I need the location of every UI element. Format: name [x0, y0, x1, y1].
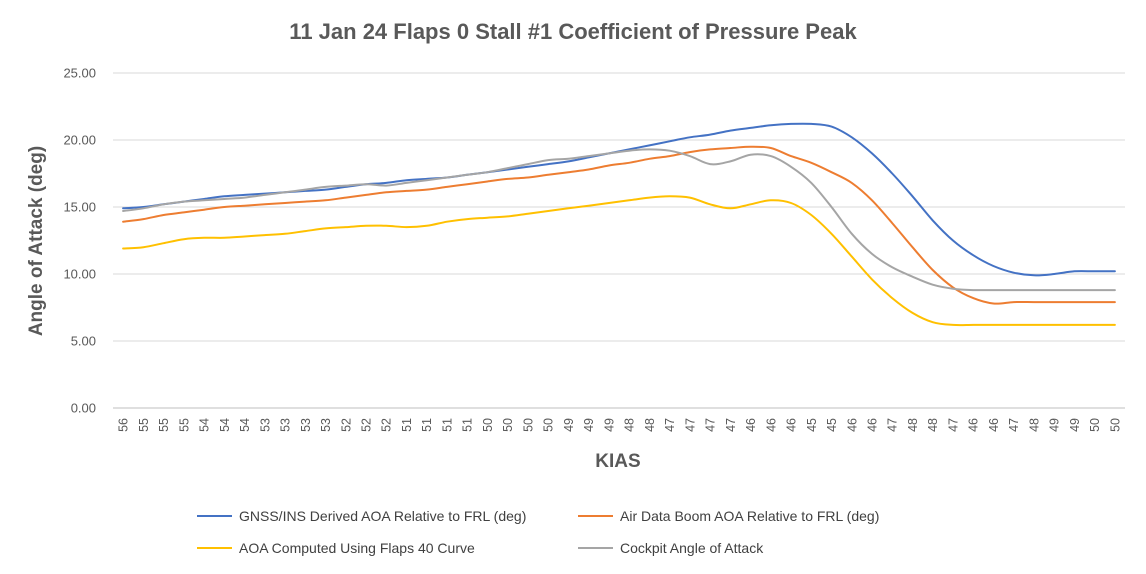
x-tick-label: 54 — [198, 418, 212, 432]
x-tick-label: 54 — [218, 418, 232, 432]
x-tick-label: 47 — [663, 418, 677, 432]
x-tick-label: 47 — [704, 418, 718, 432]
x-tick-label: 53 — [279, 418, 293, 432]
y-tick-label: 0.00 — [71, 401, 96, 416]
x-tick-label: 50 — [481, 418, 495, 432]
x-tick-label: 56 — [117, 418, 131, 432]
legend-label: Air Data Boom AOA Relative to FRL (deg) — [620, 508, 879, 524]
x-tick-label: 49 — [1048, 418, 1062, 432]
series-line-1 — [122, 122, 1116, 277]
x-axis-ticks: 56 55 55 55 54 54 54 53 53 53 53 52 52 52 51 51 51 51 50 50… — [117, 418, 1123, 432]
x-tick-label: 48 — [643, 418, 657, 432]
x-tick-label: 48 — [926, 418, 940, 432]
x-tick-label: 49 — [582, 418, 596, 432]
series-line-2 — [122, 145, 1116, 305]
x-tick-label: 50 — [521, 418, 535, 432]
chart-title: 11 Jan 24 Flaps 0 Stall #1 Coefficient o… — [289, 19, 857, 44]
x-tick-label: 47 — [886, 418, 900, 432]
series-lines — [122, 122, 1116, 327]
legend-item: AOA Computed Using Flaps 40 Curve — [197, 540, 475, 556]
legend-item: Air Data Boom AOA Relative to FRL (deg) — [578, 508, 879, 524]
x-axis-title: KIAS — [595, 451, 640, 472]
legend-item: Cockpit Angle of Attack — [578, 540, 764, 556]
y-axis-ticks: 0.00 5.00 10.00 15.00 20.00 25.00 — [63, 66, 96, 416]
x-tick-label: 46 — [764, 418, 778, 432]
series-line-3 — [122, 195, 1116, 327]
x-tick-label: 53 — [299, 418, 313, 432]
y-tick-label: 25.00 — [63, 66, 96, 81]
y-axis-title: Angle of Attack (deg) — [26, 146, 47, 336]
y-tick-label: 5.00 — [71, 334, 96, 349]
x-tick-label: 46 — [866, 418, 880, 432]
gridlines — [113, 72, 1125, 342]
x-tick-label: 50 — [542, 418, 556, 432]
x-tick-label: 51 — [441, 418, 455, 432]
x-tick-label: 46 — [967, 418, 981, 432]
x-tick-label: 46 — [744, 418, 758, 432]
x-tick-label: 52 — [380, 418, 394, 432]
x-tick-label: 48 — [906, 418, 920, 432]
x-tick-label: 54 — [238, 418, 252, 432]
x-tick-label: 51 — [400, 418, 414, 432]
x-tick-label: 50 — [1108, 418, 1122, 432]
x-tick-label: 47 — [1007, 418, 1021, 432]
x-tick-label: 55 — [137, 418, 151, 432]
x-tick-label: 53 — [319, 418, 333, 432]
legend-item: GNSS/INS Derived AOA Relative to FRL (de… — [197, 508, 526, 524]
legend-label: Cockpit Angle of Attack — [620, 540, 764, 556]
legend: GNSS/INS Derived AOA Relative to FRL (de… — [197, 508, 879, 556]
x-tick-label: 53 — [258, 418, 272, 432]
x-tick-label: 47 — [724, 418, 738, 432]
x-tick-label: 52 — [339, 418, 353, 432]
x-tick-label: 46 — [987, 418, 1001, 432]
x-tick-label: 50 — [1088, 418, 1102, 432]
x-tick-label: 48 — [623, 418, 637, 432]
x-tick-label: 49 — [1068, 418, 1082, 432]
x-tick-label: 49 — [602, 418, 616, 432]
x-tick-label: 52 — [360, 418, 374, 432]
x-tick-label: 47 — [947, 418, 961, 432]
x-tick-label: 46 — [785, 418, 799, 432]
x-tick-label: 46 — [845, 418, 859, 432]
x-tick-label: 51 — [420, 418, 434, 432]
y-tick-label: 20.00 — [63, 133, 96, 148]
legend-label: GNSS/INS Derived AOA Relative to FRL (de… — [239, 508, 526, 524]
x-tick-label: 55 — [177, 418, 191, 432]
x-tick-label: 48 — [1027, 418, 1041, 432]
y-tick-label: 10.00 — [63, 267, 96, 282]
x-tick-label: 49 — [562, 418, 576, 432]
series-line-4 — [122, 148, 1116, 292]
legend-label: AOA Computed Using Flaps 40 Curve — [239, 540, 475, 556]
y-tick-label: 15.00 — [63, 200, 96, 215]
x-tick-label: 47 — [683, 418, 697, 432]
x-tick-label: 55 — [157, 418, 171, 432]
x-tick-label: 50 — [501, 418, 515, 432]
x-tick-label: 45 — [825, 418, 839, 432]
x-tick-label: 51 — [461, 418, 475, 432]
x-tick-label: 45 — [805, 418, 819, 432]
